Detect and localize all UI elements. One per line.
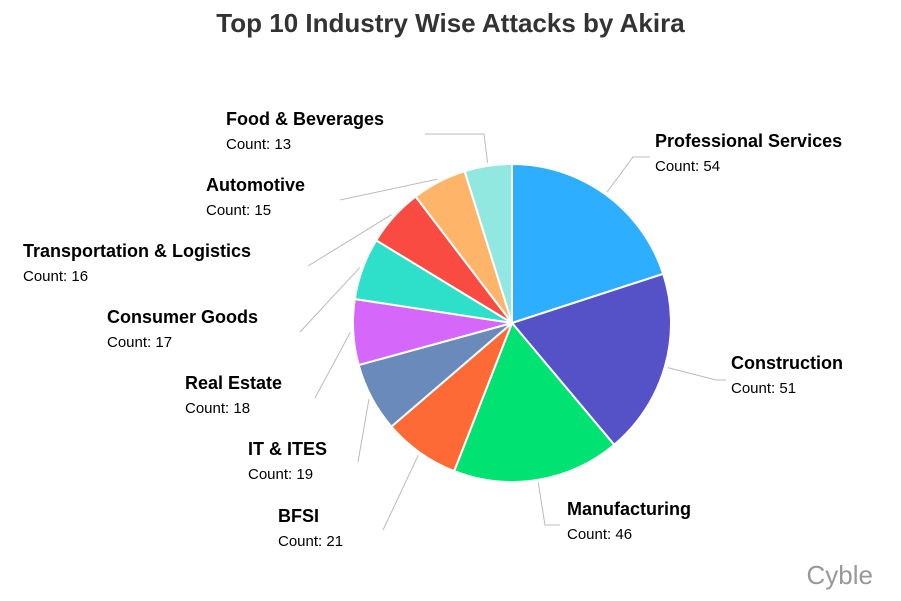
leader-line [667, 367, 726, 381]
data-label-count: Count: 13 [226, 136, 292, 153]
data-label-name: BFSI [278, 506, 320, 526]
credit-text: Cyble [806, 560, 873, 590]
data-label-name: IT & ITES [248, 439, 328, 459]
pie-slice[interactable] [463, 162, 513, 324]
pie-slice[interactable] [511, 162, 665, 325]
data-label: Professional Services Count: 54 [655, 131, 842, 175]
data-label-name: Transportation & Logistics [23, 241, 252, 261]
leader-line [307, 214, 392, 267]
data-label-name: Construction [731, 353, 843, 373]
data-label-count: Count: 51 [731, 380, 797, 397]
data-label-count: Count: 15 [206, 202, 272, 219]
data-label-count: Count: 16 [23, 268, 89, 285]
data-label-count: Count: 19 [248, 466, 314, 483]
data-label-name: Food & Beverages [226, 109, 385, 129]
leader-line [606, 156, 650, 193]
leader-line [425, 133, 489, 163]
data-label-name: Automotive [206, 175, 305, 195]
leader-line [339, 178, 438, 201]
data-label: Construction Count: 51 [731, 353, 843, 397]
leader-line [357, 398, 370, 463]
leader-line [537, 482, 560, 526]
data-label-name: Real Estate [185, 373, 283, 393]
leader-line [314, 332, 351, 399]
data-label-count: Count: 46 [567, 526, 633, 543]
data-label: Food & Beverages Count: 13 [226, 109, 384, 153]
data-label-name: Consumer Goods [107, 307, 259, 327]
pie-slice[interactable] [510, 272, 672, 447]
leader-line [299, 267, 361, 333]
data-label: Automotive Count: 15 [206, 175, 305, 219]
data-label: IT & ITES Count: 19 [248, 439, 327, 483]
data-label: Manufacturing Count: 46 [567, 499, 691, 543]
pie-slice[interactable] [452, 321, 616, 483]
chart-title: Top 10 Industry Wise Attacks by Akira [216, 8, 685, 38]
data-label: BFSI Count: 21 [278, 506, 343, 550]
data-label: Consumer Goods Count: 17 [107, 307, 258, 351]
data-label-count: Count: 18 [185, 400, 251, 417]
data-label-count: Count: 21 [278, 533, 344, 550]
data-label: Transportation & Logistics Count: 16 [23, 241, 251, 285]
leader-line [382, 454, 419, 531]
data-label: Real Estate Count: 18 [185, 373, 282, 417]
data-label-name: Professional Services [655, 131, 843, 151]
data-label-name: Manufacturing [567, 499, 691, 519]
data-label-count: Count: 54 [655, 158, 721, 175]
data-label-count: Count: 17 [107, 334, 173, 351]
